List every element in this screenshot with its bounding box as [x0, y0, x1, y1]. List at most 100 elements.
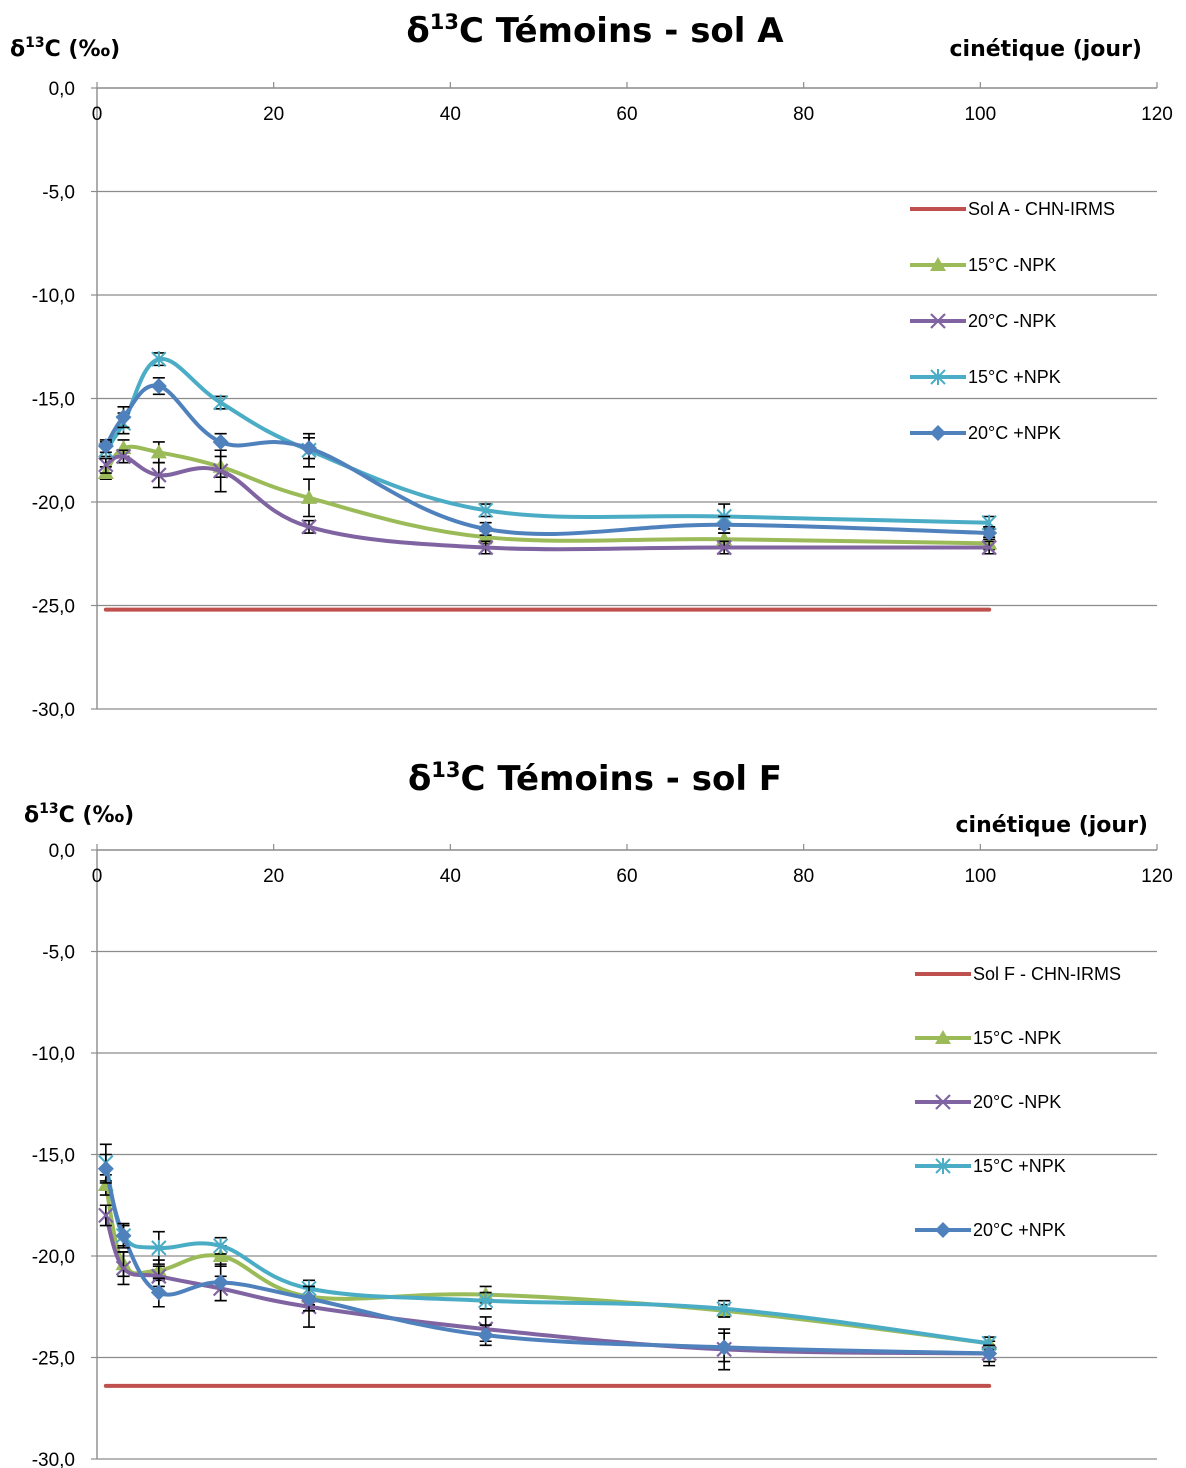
chart-title: δ13C Témoins - sol A	[406, 10, 784, 51]
data-point	[150, 444, 167, 459]
x-axis-label: cinétique (jour)	[956, 813, 1149, 838]
data-point	[301, 489, 317, 504]
data-point	[97, 1160, 114, 1177]
data-point	[301, 519, 317, 535]
y-tick-label: -10,0	[32, 286, 75, 307]
x-tick-label: 0	[92, 866, 103, 887]
chart-title-superscript: 13	[430, 10, 459, 34]
series-3	[98, 1143, 997, 1352]
data-point	[477, 502, 494, 519]
data-point	[150, 378, 167, 395]
data-point	[301, 1290, 317, 1307]
data-point	[97, 438, 114, 455]
y-tick-label: -30,0	[32, 1450, 75, 1468]
legend-label: 15°C +NPK	[968, 367, 1061, 387]
series-4	[97, 1153, 998, 1363]
y-axis-label-superscript: 13	[39, 801, 58, 817]
data-point	[151, 351, 167, 368]
data-point	[716, 516, 733, 533]
data-point	[212, 394, 229, 411]
y-tick-label: 0,0	[49, 841, 75, 862]
legend-label: 15°C -NPK	[968, 255, 1056, 275]
data-point	[981, 525, 998, 542]
data-point	[716, 1300, 732, 1317]
data-point	[981, 1345, 998, 1362]
data-point	[212, 433, 229, 450]
data-point	[98, 1207, 114, 1224]
x-tick-label: 20	[263, 866, 284, 887]
data-point	[716, 1339, 733, 1356]
y-axis-label-superscript: 13	[25, 35, 44, 51]
data-point	[477, 1292, 494, 1309]
series-line	[103, 357, 992, 525]
series-1	[97, 1174, 998, 1351]
y-tick-label: -20,0	[32, 493, 75, 514]
x-tick-label: 80	[793, 866, 814, 887]
legend-label: 15°C +NPK	[973, 1156, 1066, 1176]
data-point	[477, 520, 494, 537]
chart-sol-f: 0,0 -5,0 -10,0 -15,0 -20,0 -25,0 -30,0 0 20 40 60 8…	[24, 758, 1173, 1468]
legend-marker	[935, 1030, 951, 1044]
data-point	[151, 1239, 167, 1256]
legend-label: Sol F - CHN-IRMS	[973, 964, 1121, 984]
series-4	[97, 377, 998, 542]
x-tick-label: 60	[616, 866, 637, 887]
legend-marker	[935, 1158, 951, 1174]
chart-title-prefix: δ	[408, 759, 431, 799]
x-tick-label: 80	[793, 104, 814, 125]
y-axis-label-rest: C (‰)	[59, 803, 135, 828]
data-point	[98, 456, 114, 473]
legend-marker	[930, 425, 946, 441]
x-tick-label: 40	[440, 866, 461, 887]
data-point	[477, 1327, 494, 1344]
legend-marker	[930, 257, 946, 271]
y-tick-label: -30,0	[32, 700, 75, 721]
y-tick-label: -5,0	[42, 183, 75, 204]
x-tick-label: 20	[263, 104, 284, 125]
legend-marker	[935, 1094, 951, 1110]
y-tick-label: -15,0	[32, 1146, 75, 1167]
y-tick-label: -25,0	[32, 597, 75, 618]
series-2	[98, 1204, 997, 1371]
x-tick-label: 100	[964, 866, 996, 887]
y-axis-label: δ13C (‰)	[24, 801, 134, 828]
series-line	[103, 1166, 992, 1356]
chart-sol-a: 0,0 -5,0 -10,0 -15,0 -20,0 -25,0 -30,0 0 20 40 60 8…	[10, 10, 1173, 721]
series-line	[103, 444, 992, 546]
chart-title-prefix: δ	[406, 11, 429, 51]
y-axis-label-prefix: δ	[10, 37, 25, 62]
y-tick-label: -20,0	[32, 1247, 75, 1268]
series-line	[103, 1182, 992, 1346]
legend-marker	[935, 1222, 951, 1238]
series-3	[98, 351, 997, 531]
legend-label: 20°C +NPK	[968, 423, 1061, 443]
data-point	[716, 539, 732, 556]
data-point	[212, 1237, 229, 1254]
y-axis-label-rest: C (‰)	[45, 37, 121, 62]
chart-title-rest: C Témoins - sol A	[459, 11, 784, 51]
data-point	[212, 1248, 229, 1262]
series-line	[103, 383, 992, 536]
y-axis-label-prefix: δ	[24, 803, 39, 828]
x-tick-label: 120	[1141, 866, 1173, 887]
y-tick-label: -25,0	[32, 1349, 75, 1370]
x-tick-label: 40	[440, 104, 461, 125]
series-line	[103, 1160, 992, 1346]
data-point	[212, 463, 229, 479]
y-tick-label: -5,0	[42, 943, 75, 964]
y-axis-label: δ13C (‰)	[10, 35, 120, 62]
data-point	[212, 1274, 229, 1291]
data-point	[981, 539, 997, 556]
data-point	[115, 1260, 132, 1276]
data-point	[151, 467, 167, 483]
legend-label: 20°C +NPK	[973, 1220, 1066, 1240]
x-tick-label: 0	[92, 104, 103, 125]
legend-marker	[930, 313, 946, 329]
x-axis-label: cinétique (jour)	[950, 37, 1143, 62]
x-tick-label: 100	[964, 104, 996, 125]
legend-label: 20°C -NPK	[968, 311, 1056, 331]
data-point	[150, 1284, 167, 1301]
chart-title-superscript: 13	[431, 758, 460, 782]
x-tick-label: 60	[616, 104, 637, 125]
